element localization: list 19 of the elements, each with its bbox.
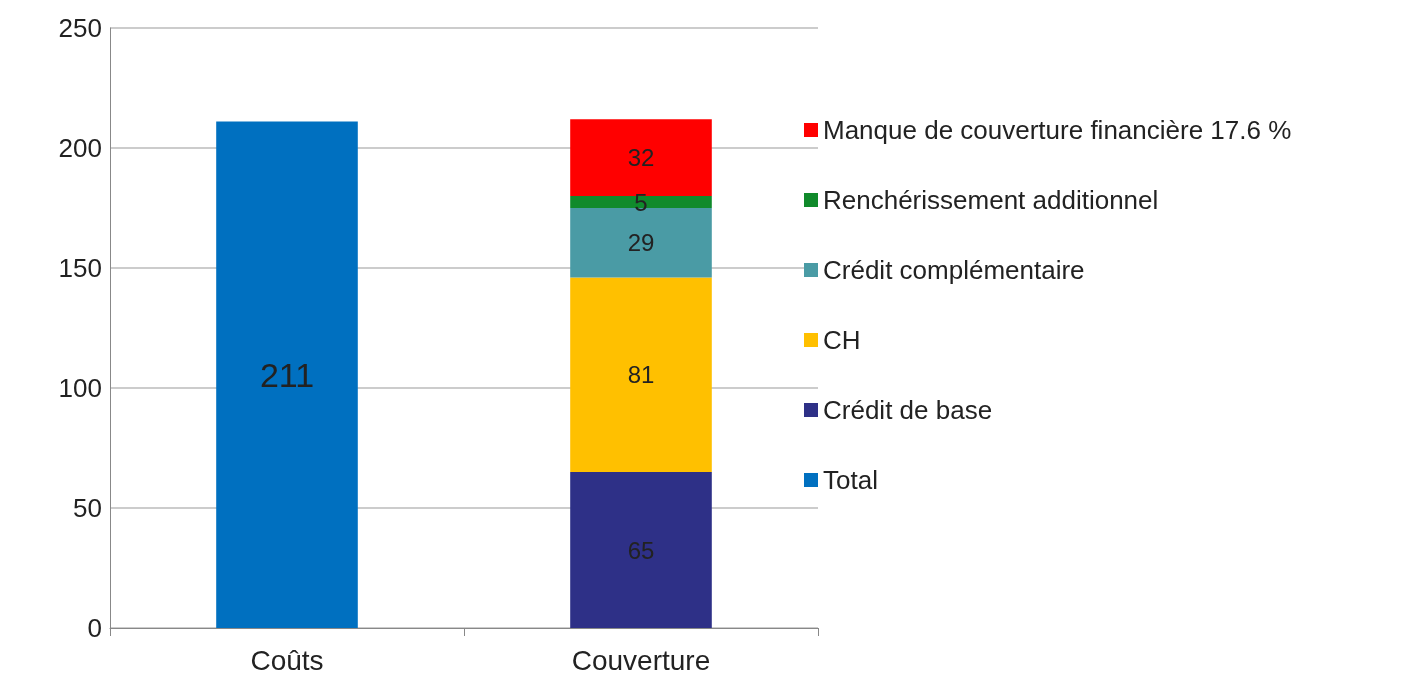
- legend-label: Crédit complémentaire: [823, 255, 1085, 285]
- legend-label: CH: [823, 325, 861, 355]
- x-tick-label: Couverture: [571, 644, 711, 676]
- legend-label: Crédit de base: [823, 395, 993, 425]
- legend-label: Manque de couverture financière 17.6 %: [823, 115, 1292, 145]
- y-tick-label: 150: [58, 253, 102, 283]
- x-tick-label: Coûts: [250, 644, 324, 676]
- data-label: 65: [627, 536, 655, 564]
- data-label: 32: [627, 144, 655, 172]
- data-label: 211: [259, 355, 315, 394]
- legend-label: Total: [823, 465, 878, 495]
- data-label: 81: [627, 361, 655, 389]
- y-tick-label: 50: [73, 493, 102, 523]
- legend-label: Renchérissement additionnel: [823, 185, 1159, 215]
- y-tick-label: 0: [87, 613, 102, 643]
- y-tick-label: 100: [58, 373, 102, 403]
- y-tick-label: 200: [58, 133, 102, 163]
- y-tick-label: 250: [58, 13, 102, 43]
- data-label: 29: [627, 229, 655, 257]
